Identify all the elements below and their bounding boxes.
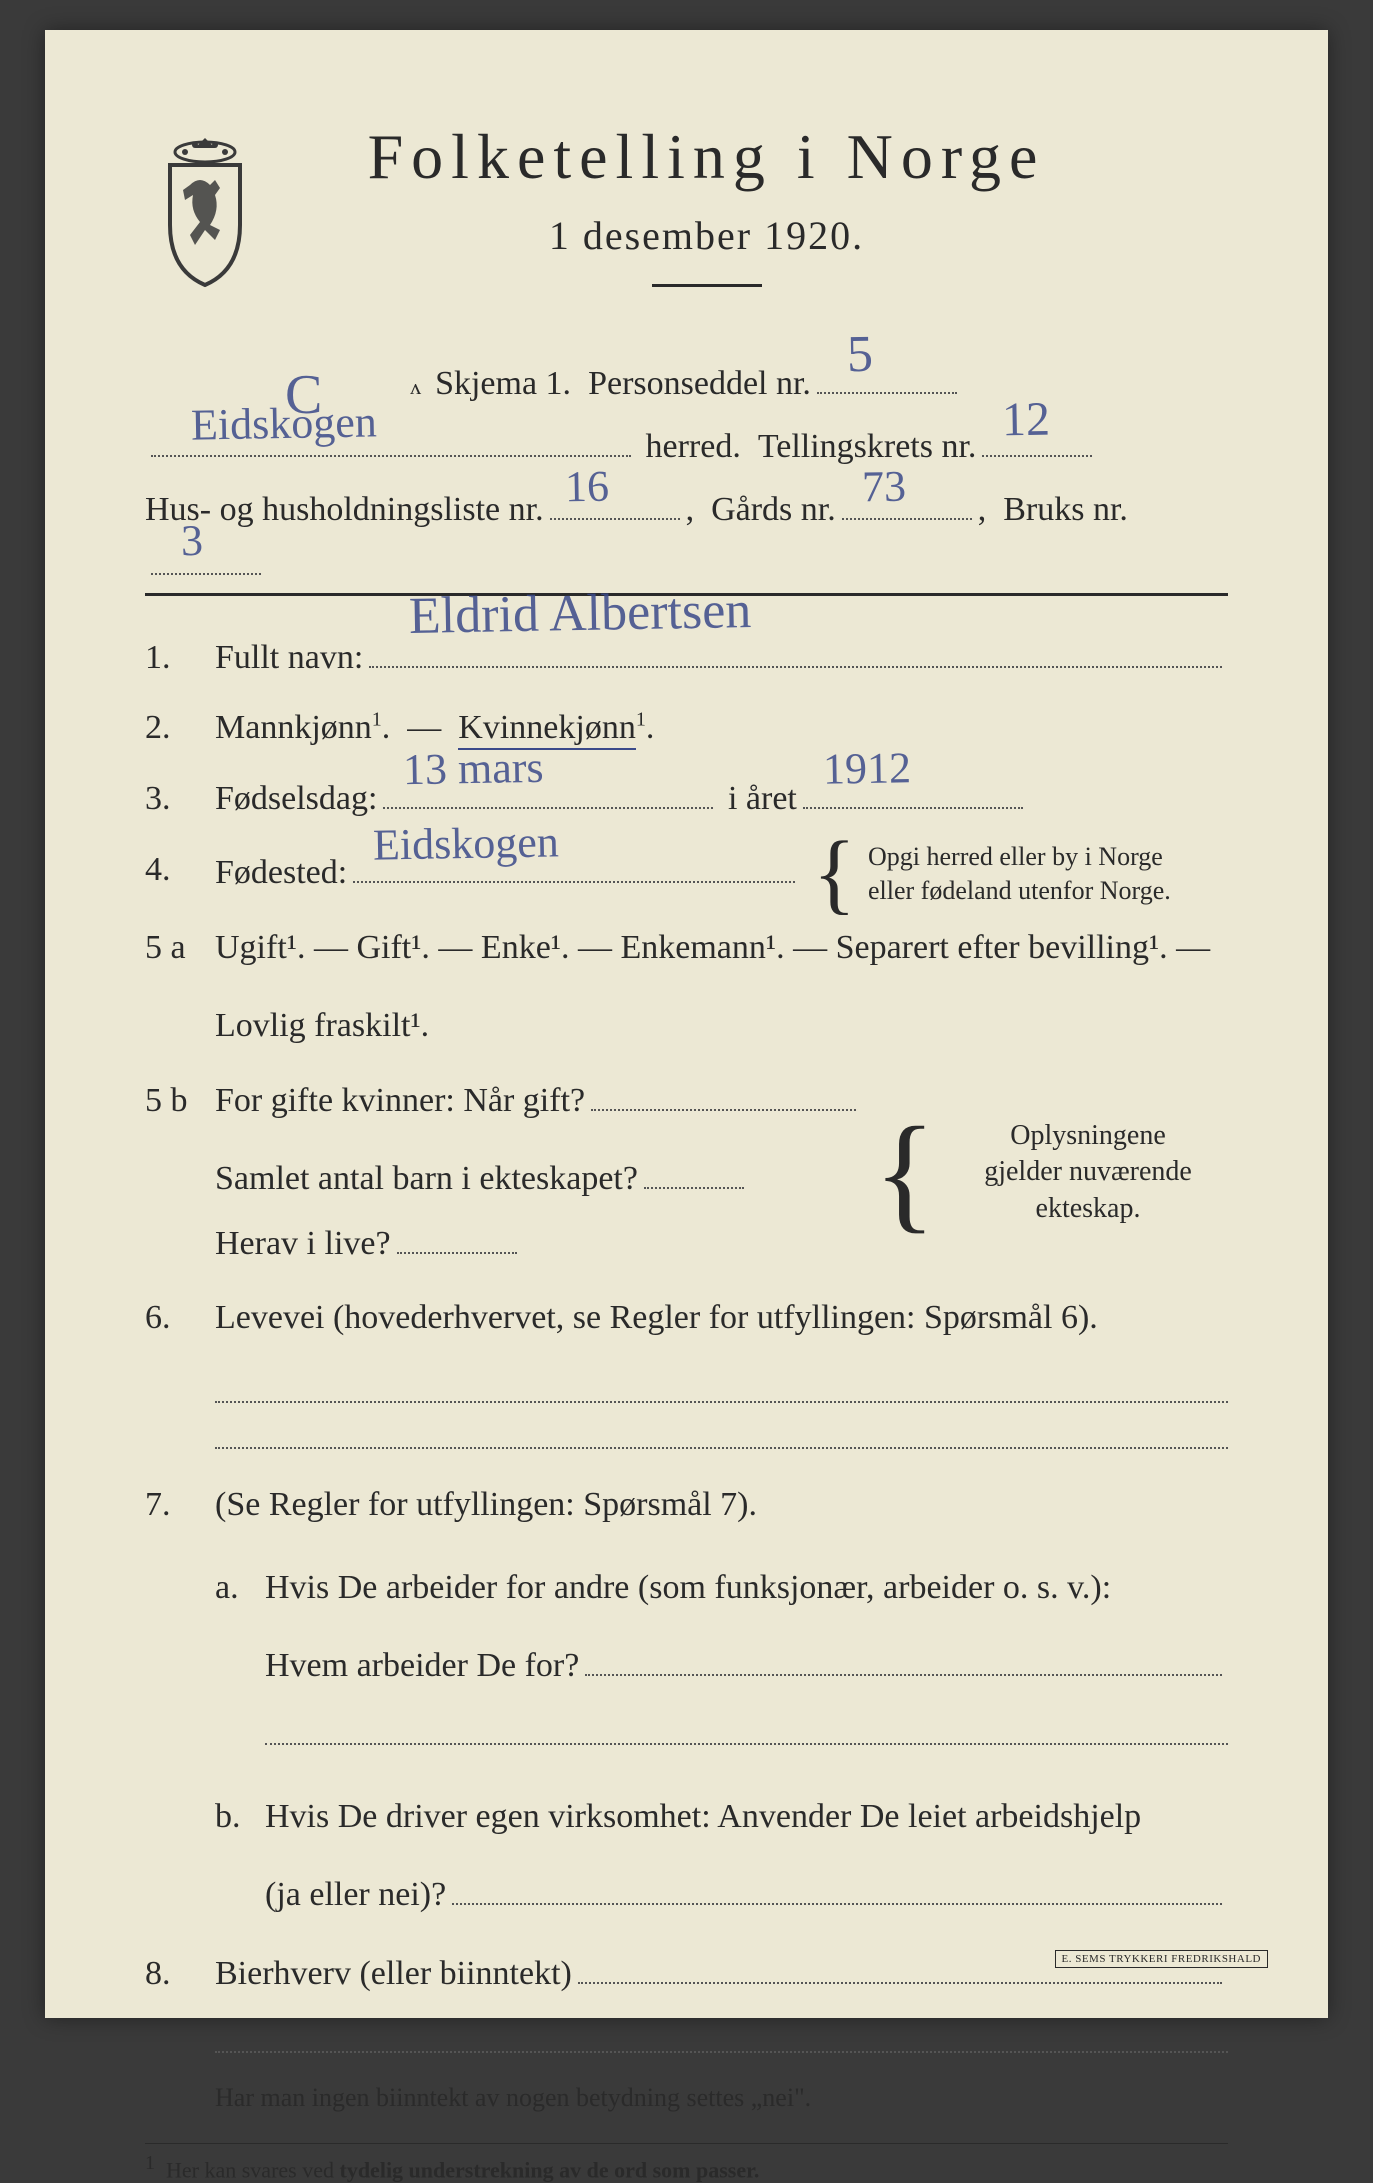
brace-icon: { xyxy=(813,838,856,910)
q6: 6. Levevei (hovederhvervet, se Regler fo… xyxy=(145,1286,1228,1351)
gards-label: Gårds nr. xyxy=(711,483,836,537)
skjema-label: Skjema 1. xyxy=(435,357,571,411)
q5a: 5 a Ugift¹. — Gift¹. — Enke¹. — Enkemann… xyxy=(145,916,1228,1059)
q5b-l1a: For gifte kvinner: Når gift? xyxy=(215,1069,585,1134)
brace-icon: { xyxy=(874,1121,936,1225)
gards-value: 73 xyxy=(861,451,906,522)
q2: 2. Mannkjønn1. — Kvinnekjønn1. xyxy=(145,696,1228,761)
q1-label: Fullt navn: xyxy=(215,626,363,691)
tellingskrets-field[interactable]: 12 xyxy=(982,420,1092,457)
bruks-field[interactable]: 3 xyxy=(151,537,261,574)
q5b-barn-field[interactable] xyxy=(644,1152,744,1189)
meta-line-3: Hus- og husholdningsliste nr. 16 , Gårds… xyxy=(145,483,1228,575)
q5b-l2b: Herav i live? xyxy=(215,1212,391,1277)
q4-value: Eidskogen xyxy=(373,800,560,887)
q3-year-field[interactable]: 1912 xyxy=(803,772,1023,809)
q1: 1. Fullt navn: Eldrid Albertsen xyxy=(145,626,1228,691)
page-subtitle: 1 desember 1920. xyxy=(305,212,1108,259)
q2-mann: Mannkjønn xyxy=(215,709,372,746)
coat-of-arms-icon xyxy=(145,130,265,290)
q5b-gift-field[interactable] xyxy=(591,1073,855,1110)
q8-label: Bierhverv (eller biinntekt) xyxy=(215,1942,572,2007)
q7: 7. (Se Regler for utfyllingen: Spørsmål … xyxy=(145,1473,1228,1928)
meta-line-2: Eidskogen herred. Tellingskrets nr. 12 xyxy=(145,420,1228,475)
q4-num: 4. xyxy=(145,838,215,910)
q7-num: 7. xyxy=(145,1473,215,1928)
herred-value: Eidskogen xyxy=(190,387,377,461)
q3: 3. Fødselsdag: 13 mars i året 1912 xyxy=(145,767,1228,832)
q4-note: Opgi herred eller by i Norge eller fødel… xyxy=(868,840,1228,908)
q7b-field[interactable] xyxy=(452,1868,1222,1905)
page-title: Folketelling i Norge xyxy=(305,120,1108,194)
footnote: 1 Her kan svares ved tydelig understrekn… xyxy=(145,2143,1228,2183)
q1-num: 1. xyxy=(145,626,215,691)
census-form-page: Folketelling i Norge 1 desember 1920. C … xyxy=(45,30,1328,2018)
q7a-line-2[interactable] xyxy=(265,1743,1228,1745)
q7a-field[interactable] xyxy=(585,1639,1222,1676)
hushold-value: 16 xyxy=(564,451,609,522)
q6-answer-line-1[interactable] xyxy=(215,1401,1228,1403)
q6-num: 6. xyxy=(145,1286,215,1351)
q6-text: Levevei (hovederhvervet, se Regler for u… xyxy=(215,1286,1228,1351)
footer-note: Har man ingen biinntekt av nogen betydni… xyxy=(145,2083,1228,2113)
q3-year-value: 1912 xyxy=(822,727,911,812)
q3-year-label: i året xyxy=(728,767,797,832)
q8-num: 8. xyxy=(145,1942,215,2007)
q5b-l2a: Samlet antal barn i ekteskapet? xyxy=(215,1147,638,1212)
q5a-options-2: Lovlig fraskilt¹. xyxy=(215,994,1228,1059)
q5b: 5 b For gifte kvinner: Når gift? Samlet … xyxy=(145,1069,1228,1277)
q8-line-2[interactable] xyxy=(215,2051,1228,2053)
q4-label: Fødested: xyxy=(215,841,347,906)
q7a-l1: Hvis De arbeider for andre (som funksjon… xyxy=(265,1556,1228,1621)
q7b-l2: (ja eller nei)? xyxy=(265,1863,446,1928)
q3-day-value: 13 mars xyxy=(403,726,545,812)
q4-field[interactable]: Eidskogen xyxy=(353,846,795,883)
gards-field[interactable]: 73 xyxy=(842,483,972,520)
question-list: 1. Fullt navn: Eldrid Albertsen 2. Mannk… xyxy=(145,626,1228,2053)
q2-num: 2. xyxy=(145,696,215,761)
q1-value: Eldrid Albertsen xyxy=(408,562,752,667)
herred-label: herred. xyxy=(646,420,741,474)
personseddel-label: Personseddel nr. xyxy=(588,357,811,411)
hushold-label: Hus- og husholdningsliste nr. xyxy=(145,483,544,537)
hushold-field[interactable]: 16 xyxy=(550,483,680,520)
q7-intro: (Se Regler for utfyllingen: Spørsmål 7). xyxy=(215,1473,1228,1538)
q5a-options: Ugift¹. — Gift¹. — Enke¹. — Enkemann¹. —… xyxy=(215,916,1228,981)
q7b-num: b. xyxy=(215,1785,265,1928)
tellingskrets-value: 12 xyxy=(1002,382,1051,460)
personseddel-value: 5 xyxy=(846,313,873,397)
q6-answer-line-2[interactable] xyxy=(215,1447,1228,1449)
q7b-l1: Hvis De driver egen virksomhet: Anvender… xyxy=(265,1785,1228,1850)
header: Folketelling i Norge 1 desember 1920. xyxy=(145,120,1228,317)
q5b-num: 5 b xyxy=(145,1069,215,1277)
printer-mark: E. SEMS TRYKKERI FREDRIKSHALD xyxy=(1055,1950,1269,1968)
q1-field[interactable]: Eldrid Albertsen xyxy=(369,630,1222,667)
q5b-live-field[interactable] xyxy=(397,1217,517,1254)
personseddel-field[interactable]: 5 xyxy=(817,357,957,394)
q3-num: 3. xyxy=(145,767,215,832)
q7a-num: a. xyxy=(215,1556,265,1763)
q7a-l2: Hvem arbeider De for? xyxy=(265,1634,579,1699)
q5a-num: 5 a xyxy=(145,916,215,1059)
q4: 4. Fødested: Eidskogen { Opgi herred ell… xyxy=(145,838,1228,910)
title-block: Folketelling i Norge 1 desember 1920. xyxy=(305,120,1228,317)
bruks-value: 3 xyxy=(180,506,203,577)
q5b-note: Oplysningene gjelder nuværende ekteskap. xyxy=(948,1118,1228,1227)
herred-field[interactable]: Eidskogen xyxy=(151,420,631,457)
q3-label: Fødselsdag: xyxy=(215,767,377,832)
bruks-label: Bruks nr. xyxy=(1003,483,1128,537)
title-rule xyxy=(652,284,762,287)
